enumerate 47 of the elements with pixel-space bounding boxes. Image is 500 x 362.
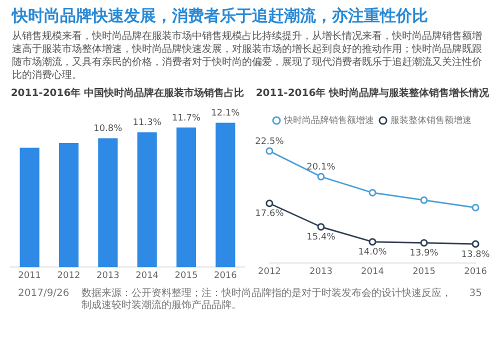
x-tick-label: 2012 bbox=[57, 270, 80, 281]
x-tick-label: 2016 bbox=[464, 266, 488, 277]
point bbox=[472, 204, 480, 212]
bar bbox=[216, 122, 236, 268]
point bbox=[472, 240, 480, 248]
data-label: 13.8% bbox=[461, 250, 490, 260]
legend-label: 快时尚品牌销售额增速 bbox=[283, 114, 374, 126]
source-note: 数据来源：公开资料整理；注：快时尚品牌指的是对于时装发布会的设计快速反应，制成速较时装潮流的服饰产品品牌。 bbox=[81, 288, 452, 312]
text: 35 bbox=[469, 288, 482, 300]
data-label: 13.9% bbox=[410, 248, 439, 259]
x-tick-label: 2016 bbox=[214, 270, 238, 281]
data-label: 12.1% bbox=[211, 108, 240, 119]
x-tick-label: 2011 bbox=[18, 270, 42, 281]
legend-label: 服装整体销售额增速 bbox=[390, 114, 472, 126]
data-label: 22.5% bbox=[255, 136, 284, 147]
x-tick-label: 2014 bbox=[136, 270, 159, 281]
x-tick-label: 2013 bbox=[96, 270, 120, 281]
x-tick-label: 2013 bbox=[310, 266, 332, 277]
data-label: 14.0% bbox=[358, 248, 388, 258]
x-tick-label: 2015 bbox=[174, 270, 198, 281]
x-tick-label: 2014 bbox=[361, 266, 384, 277]
point bbox=[266, 147, 274, 155]
chart-title: 2011-2016年 中国快时尚品牌在服装市场销售占比 bbox=[10, 86, 245, 100]
bar bbox=[98, 138, 118, 268]
x-tick-label: 2015 bbox=[412, 266, 436, 277]
data-label: 17.6% bbox=[255, 209, 284, 220]
point bbox=[420, 196, 428, 204]
data-label: 11.3% bbox=[132, 118, 162, 128]
point bbox=[266, 200, 274, 208]
point bbox=[317, 223, 325, 231]
data-label: 20.1% bbox=[306, 162, 336, 173]
text: 2017/9/26 bbox=[18, 288, 70, 300]
x-tick-label: 2012 bbox=[258, 266, 281, 277]
point bbox=[420, 239, 428, 247]
bar bbox=[176, 127, 196, 268]
bar bbox=[137, 132, 157, 268]
text: 快时尚品牌快速发展，消费者乐于追赶潮流，亦注重性价比 bbox=[12, 6, 429, 27]
text: 从销售规模来看，快时尚品牌在服装市场中销售规模占比持续提升，从增长情况来看，快时尚品牌销售额增速高于服装市场整体增速，快时尚品牌快速发展，对服装市场的增长起到良好的推动作用；快时尚品牌既跟随市场潮流，又具有亲民的价格，消费者对于快时尚的偏爱，展现了现代消费者既乐于追赶潮流又关注性价比的消费心理。 bbox=[12, 30, 483, 82]
bar bbox=[20, 148, 40, 268]
data-label: 15.4% bbox=[306, 232, 336, 243]
point bbox=[368, 188, 376, 196]
data-label: 10.8% bbox=[94, 124, 123, 134]
chart-title: 2011-2016年 快时尚品牌与服装整体销售增长情况 bbox=[255, 86, 490, 100]
data-label: 11.7% bbox=[172, 113, 201, 124]
bar bbox=[58, 142, 79, 268]
point bbox=[368, 238, 376, 246]
point bbox=[317, 172, 325, 180]
